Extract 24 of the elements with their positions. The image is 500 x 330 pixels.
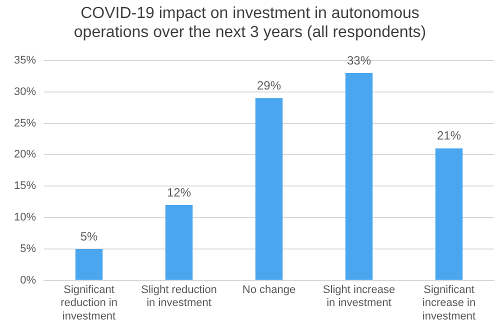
y-tick-label: 10% <box>14 212 36 224</box>
bar <box>435 148 463 280</box>
y-tick-label: 35% <box>14 54 36 66</box>
y-tick-label: 20% <box>14 148 36 161</box>
y-tick-label: 5% <box>20 243 36 256</box>
y-tick-label: 25% <box>14 117 36 130</box>
y-tick-label: 30% <box>14 86 36 98</box>
x-tick-label: Significant reduction in investment <box>60 284 118 322</box>
x-tick-label: No change <box>242 284 296 296</box>
data-label: 12% <box>166 185 192 200</box>
x-tick-label: Significant increase in investment <box>422 284 476 322</box>
bar <box>165 204 193 280</box>
data-label: 5% <box>80 229 98 244</box>
data-label: 21% <box>436 128 462 143</box>
x-tick-label: Slight reduction in investment <box>141 284 217 310</box>
bar <box>345 72 373 280</box>
data-label: 33% <box>346 53 372 68</box>
bar <box>255 98 283 280</box>
data-label: 29% <box>256 78 282 92</box>
bar <box>75 248 103 280</box>
x-tick-label: Slight increase in investment <box>322 284 396 310</box>
y-tick-label: 15% <box>14 180 36 192</box>
chart-title: COVID-19 impact on investment in autonomous operations over the next 3 years (all respondents) <box>74 5 426 42</box>
y-tick-label: 0% <box>20 274 36 286</box>
